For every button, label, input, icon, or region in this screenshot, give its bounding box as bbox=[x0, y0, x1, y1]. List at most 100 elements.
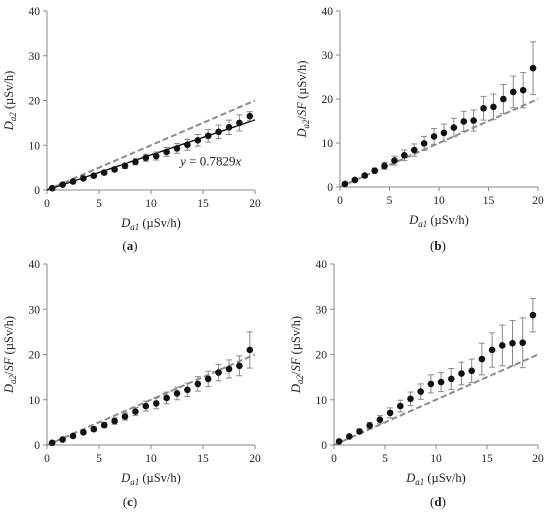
x-axis-label: Da1 (µSv/h) bbox=[405, 471, 466, 487]
data-point bbox=[69, 178, 77, 185]
y-tick-label: 20 bbox=[29, 350, 41, 362]
x-tick-label: 5 bbox=[96, 198, 102, 210]
data-point bbox=[121, 162, 129, 170]
data-point bbox=[246, 346, 254, 354]
data-point bbox=[225, 124, 233, 131]
data-point bbox=[500, 95, 507, 103]
data-point bbox=[142, 402, 150, 410]
data-point bbox=[509, 88, 517, 96]
y-tick-label: 0 bbox=[34, 440, 40, 452]
data-point bbox=[69, 432, 77, 440]
data-point bbox=[351, 176, 359, 184]
chart-panel-c: 0 10 20 30 40 0 5 10 15 20 Da1 (µSv/h) Da2/SF (µSv/… bbox=[2, 259, 261, 509]
x-axis-label: Da1 (µSv/h) bbox=[120, 216, 181, 232]
x-tick-label: 5 bbox=[382, 453, 388, 465]
data-point bbox=[420, 140, 428, 147]
y-tick-label: 40 bbox=[29, 6, 41, 18]
reference-line bbox=[46, 353, 256, 446]
x-tick-label: 5 bbox=[387, 195, 393, 207]
x-tick-label: 0 bbox=[44, 453, 50, 465]
data-point bbox=[366, 422, 374, 429]
y-tick-label: 10 bbox=[29, 140, 41, 152]
data-point bbox=[407, 395, 414, 403]
data-point bbox=[450, 124, 458, 131]
data-point bbox=[381, 162, 388, 170]
panel-label: (c) bbox=[123, 494, 137, 509]
data-point bbox=[397, 402, 404, 410]
data-point bbox=[204, 132, 212, 140]
x-axis-label: Da1 (µSv/h) bbox=[408, 213, 469, 229]
data-point bbox=[437, 378, 445, 386]
y-tick-label: 30 bbox=[29, 304, 41, 316]
data-point bbox=[184, 386, 191, 394]
y-tick-label: 40 bbox=[29, 259, 41, 271]
data-point bbox=[236, 362, 243, 370]
data-point bbox=[80, 429, 87, 436]
y-tick-label: 0 bbox=[327, 182, 333, 194]
x-tick-label: 20 bbox=[532, 453, 544, 465]
x-tick-label: 10 bbox=[433, 195, 445, 207]
data-point bbox=[448, 375, 455, 383]
data-point bbox=[100, 169, 108, 176]
data-point bbox=[335, 438, 343, 445]
x-tick-label: 15 bbox=[197, 198, 209, 210]
data-point bbox=[480, 104, 487, 112]
x-tick-label: 10 bbox=[145, 198, 157, 210]
y-tick-label: 40 bbox=[316, 259, 328, 271]
data-point bbox=[59, 181, 66, 188]
data-point bbox=[519, 86, 527, 94]
chart-panel-a: 0 10 20 30 40 0 5 10 15 20 y = 0.7829x Da1 (µSv/h) D… bbox=[2, 6, 261, 253]
y-tick-label: 40 bbox=[322, 6, 334, 18]
data-point bbox=[152, 152, 160, 160]
x-tick-label: 10 bbox=[145, 453, 157, 465]
data-point bbox=[376, 416, 384, 423]
y-tick-label: 30 bbox=[316, 304, 328, 316]
data-point bbox=[391, 157, 398, 164]
x-tick-label: 20 bbox=[532, 195, 544, 207]
data-point bbox=[132, 158, 139, 166]
data-point bbox=[341, 180, 349, 188]
x-tick-label: 15 bbox=[197, 453, 209, 465]
data-point bbox=[142, 154, 150, 162]
data-point bbox=[90, 425, 98, 433]
y-axis-label: Da2/SF (µSv/h) bbox=[289, 316, 305, 394]
chart-panel-d: 0 10 20 30 40 0 5 10 15 20 Da1 (µSv/h) Da2/SF (µSv/… bbox=[289, 259, 544, 509]
data-point bbox=[529, 64, 537, 72]
fit-equation: y = 0.7829x bbox=[178, 154, 241, 169]
data-point bbox=[361, 172, 369, 179]
data-point bbox=[460, 118, 468, 125]
data-point bbox=[132, 408, 139, 415]
data-point bbox=[499, 342, 506, 349]
data-point bbox=[100, 421, 108, 429]
x-tick-label: 0 bbox=[331, 453, 337, 465]
data-point bbox=[430, 133, 438, 140]
panel-label: (b) bbox=[430, 238, 446, 253]
reference-line bbox=[46, 99, 256, 191]
data-point bbox=[163, 148, 170, 156]
data-point bbox=[488, 346, 496, 354]
data-point bbox=[184, 141, 191, 149]
x-tick-label: 15 bbox=[483, 195, 495, 207]
data-point bbox=[194, 137, 202, 144]
panel-label: (d) bbox=[430, 494, 446, 509]
x-axis-label: Da1 (µSv/h) bbox=[120, 471, 181, 487]
data-point bbox=[225, 365, 233, 373]
data-point bbox=[111, 166, 118, 173]
data-point bbox=[478, 355, 486, 363]
data-point bbox=[410, 146, 418, 154]
y-tick-label: 10 bbox=[322, 138, 334, 150]
data-point bbox=[121, 413, 129, 420]
data-point bbox=[59, 436, 66, 443]
data-point bbox=[80, 175, 87, 182]
chart-panel-b: 0 10 20 30 40 0 5 10 15 20 Da1 (µSv/h) Da2/SF (µSv/… bbox=[295, 6, 544, 253]
data-point bbox=[470, 117, 477, 124]
data-point bbox=[371, 167, 378, 175]
data-point bbox=[215, 369, 222, 376]
x-tick-label: 15 bbox=[481, 453, 493, 465]
data-point bbox=[194, 380, 202, 388]
panel-label: (a) bbox=[122, 238, 137, 253]
data-point bbox=[90, 172, 98, 179]
x-tick-label: 10 bbox=[430, 453, 442, 465]
data-point bbox=[519, 339, 526, 347]
